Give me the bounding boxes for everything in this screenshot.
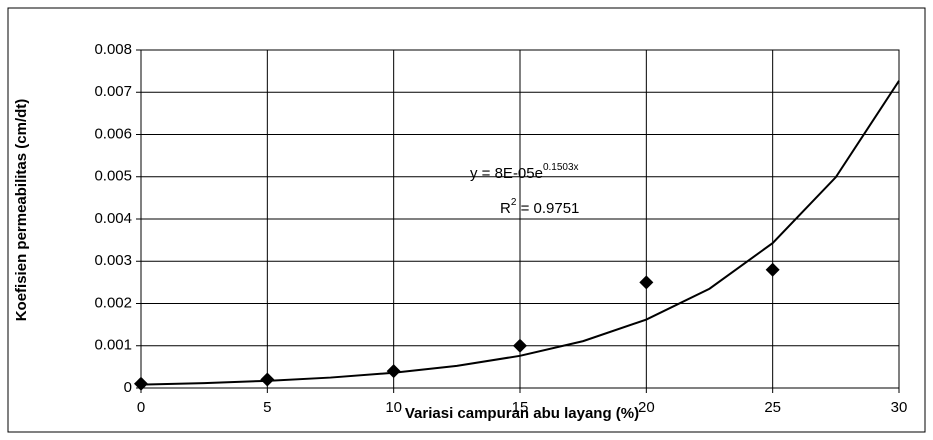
y-tick-label: 0 <box>124 379 132 396</box>
data-point <box>513 338 527 353</box>
r2-symbol: R <box>500 200 511 217</box>
r2-power: 2 <box>511 197 517 208</box>
y-tick-label: 0.006 <box>94 125 132 142</box>
x-tick-label: 25 <box>764 399 781 416</box>
data-point <box>134 376 148 391</box>
y-tick-label: 0.005 <box>94 168 132 185</box>
y-tick-label: 0.008 <box>94 41 132 58</box>
x-tick-label: 20 <box>638 399 655 416</box>
data-point <box>386 364 401 379</box>
data-point <box>260 372 275 387</box>
trend-equation: y = 8E-05e0.1503x <box>470 162 579 182</box>
r-squared: R2 = 0.9751 <box>500 197 579 217</box>
data-point <box>639 275 654 290</box>
x-tick-label: 10 <box>385 399 402 416</box>
y-tick-label: 0.002 <box>94 294 132 311</box>
y-tick-label: 0.003 <box>94 252 132 269</box>
x-tick-label: 30 <box>891 399 908 416</box>
y-tick-label: 0.001 <box>94 337 132 354</box>
y-tick-label: 0.004 <box>94 210 132 227</box>
data-point <box>765 262 780 277</box>
x-tick-label: 5 <box>263 399 271 416</box>
x-tick-label: 0 <box>137 399 145 416</box>
y-axis-label: Koefisien permeabilitas (cm/dt) <box>13 99 30 322</box>
equation-text: y = 8E-05e <box>470 165 543 182</box>
x-tick-label: 15 <box>512 399 529 416</box>
y-tick-label: 0.007 <box>94 83 132 100</box>
r2-value: = 0.9751 <box>516 200 579 217</box>
equation-exponent: 0.1503x <box>543 162 579 173</box>
x-axis-label: Variasi campuran abu layang (%) <box>405 405 639 422</box>
